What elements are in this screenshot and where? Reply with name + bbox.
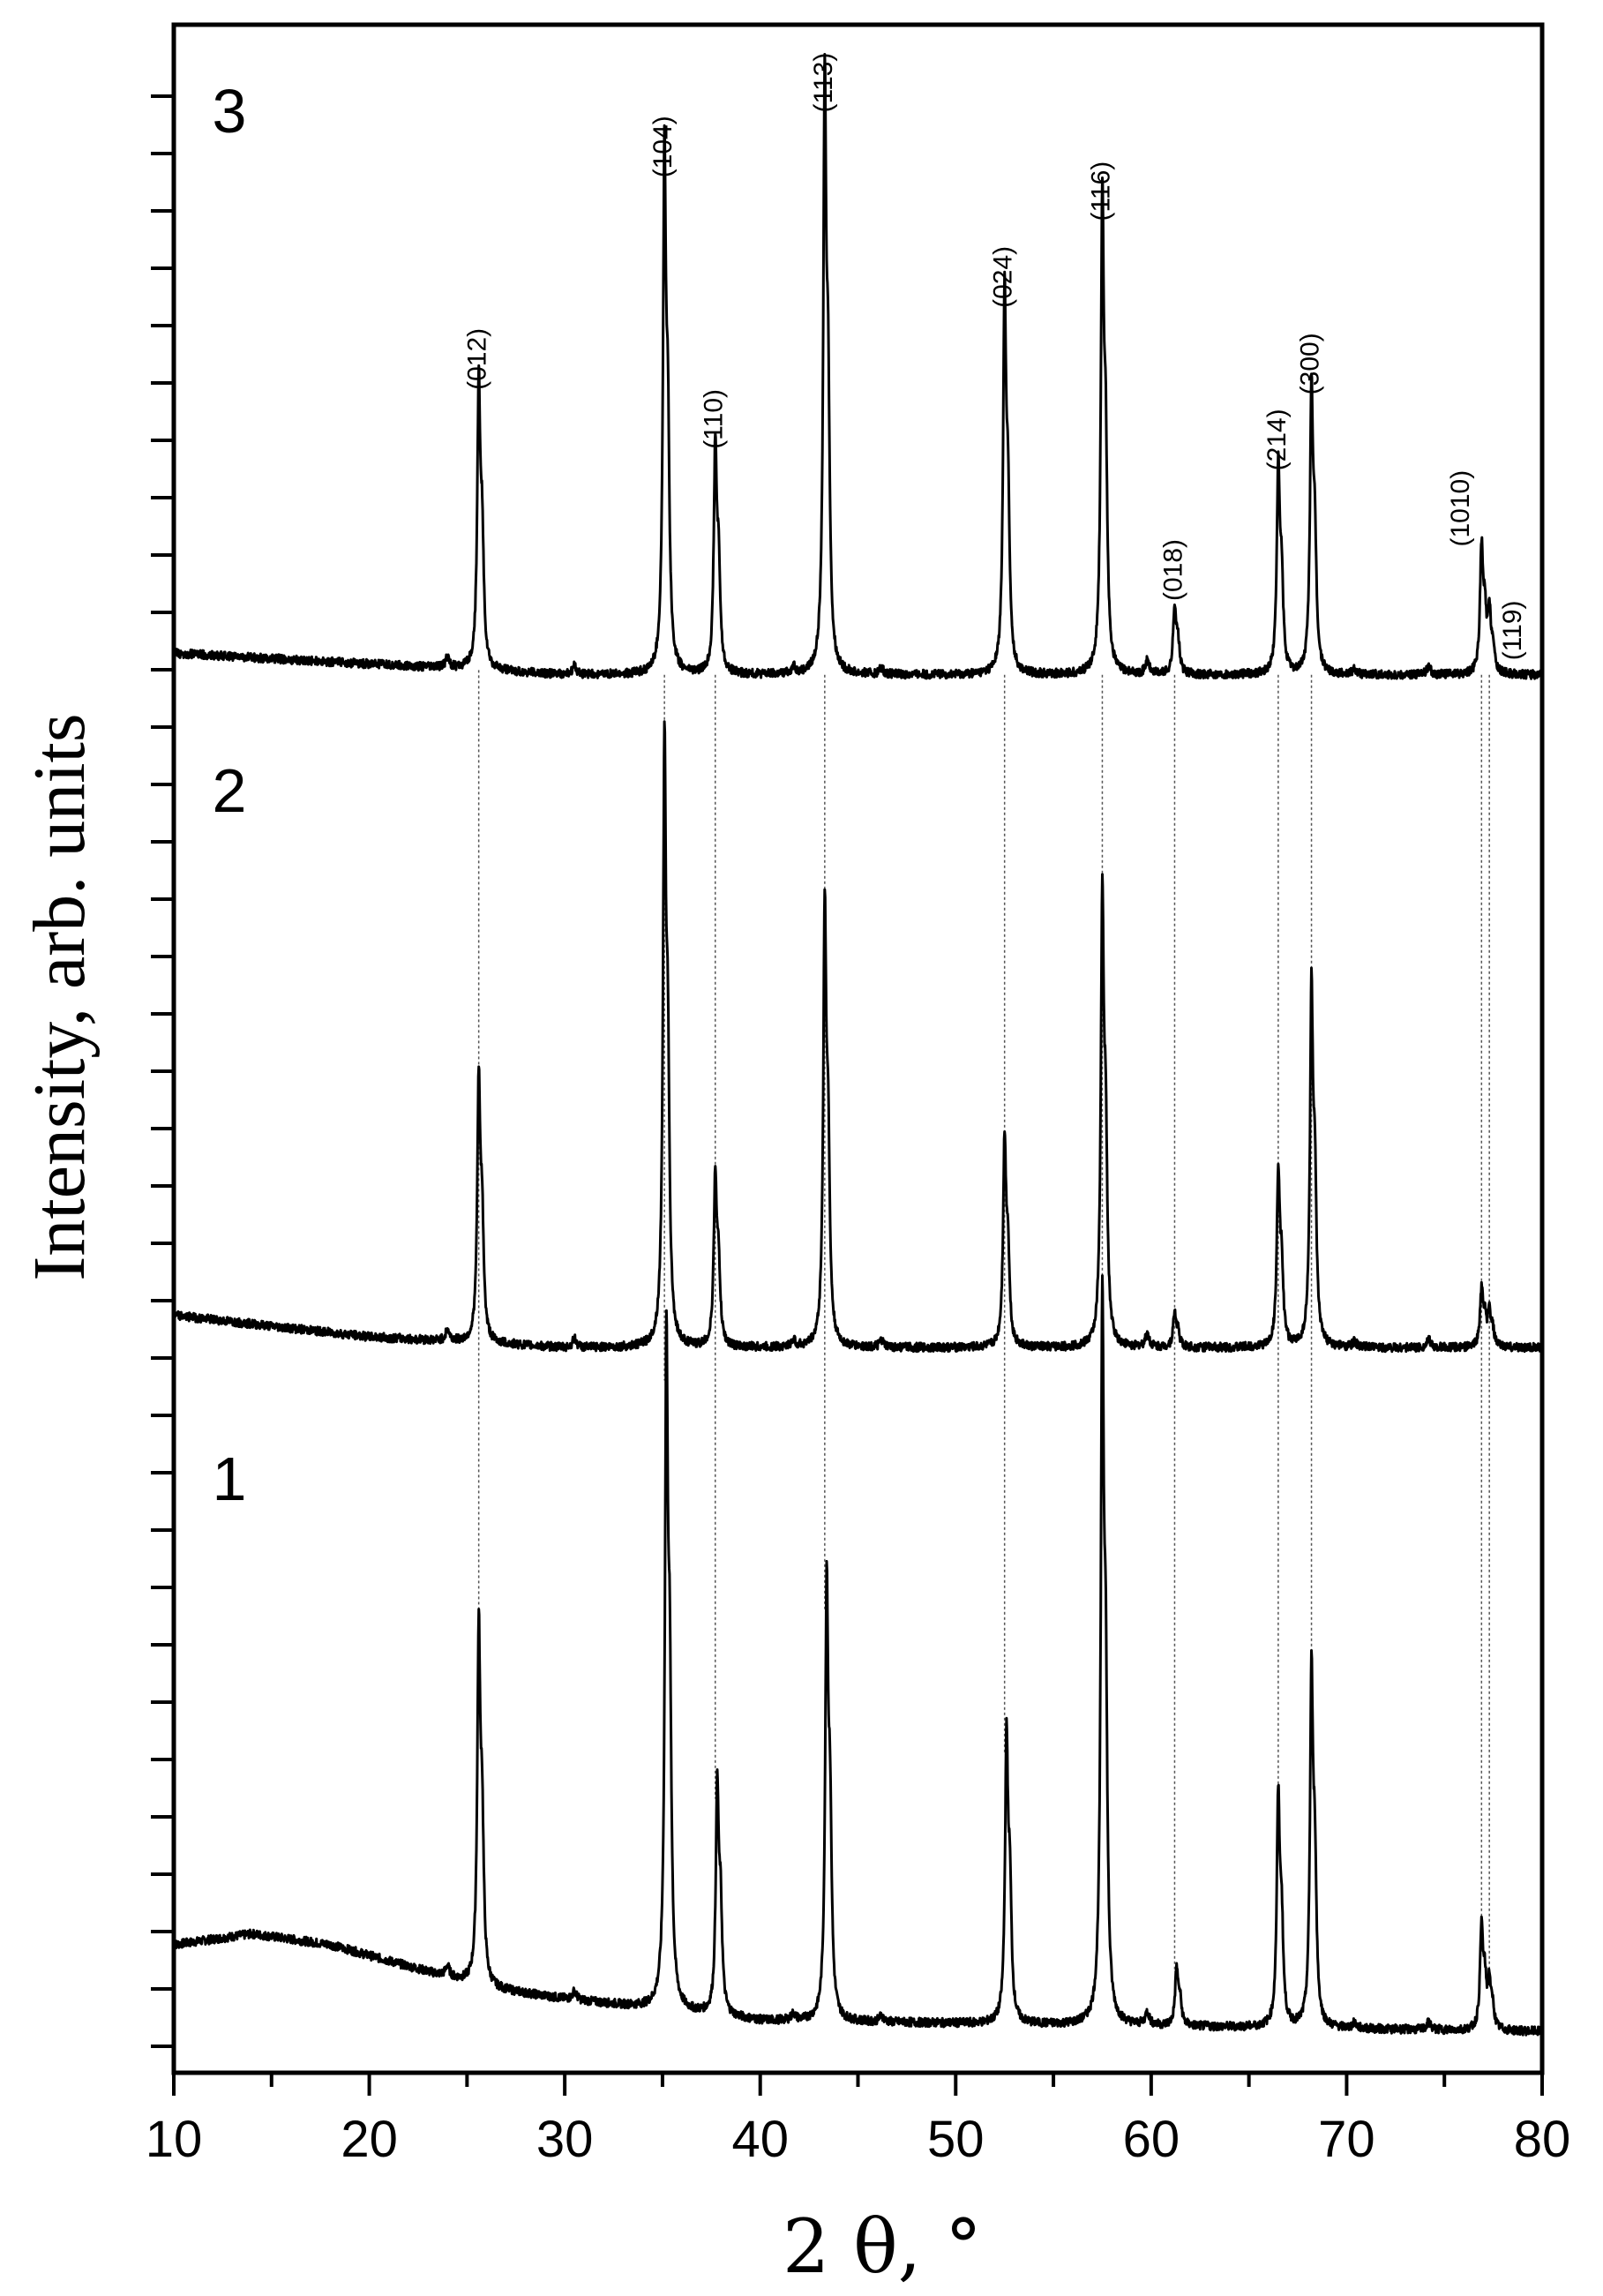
x-tick-labels: 10 20 30 40 50 60 70 80: [146, 2111, 1571, 2168]
x-tick-label: 60: [1123, 2111, 1180, 2168]
x-tick-label: 40: [731, 2111, 789, 2168]
hkl-label: (018): [1158, 539, 1187, 601]
axis-ticks: [151, 94, 1544, 2096]
hkl-label: (024): [989, 246, 1018, 308]
curve-label-3: 3: [213, 77, 247, 146]
curve-1: [172, 1274, 1544, 2037]
hkl-label: (113): [809, 53, 838, 113]
x-tick-label: 50: [927, 2111, 985, 2168]
hkl-label: (300): [1295, 333, 1324, 394]
curve-label-1: 1: [213, 1444, 247, 1513]
peak-guide-lines: [477, 670, 1490, 1988]
hkl-label: (214): [1262, 409, 1292, 470]
x-tick-label: 10: [146, 2111, 203, 2168]
x-tick-label: 20: [341, 2111, 398, 2168]
hkl-annotations: (012) (104) (110) (113) (024) (116) (018) (214)…: [463, 53, 1528, 661]
hkl-label: (1010): [1446, 470, 1475, 547]
hkl-label: (104): [648, 116, 678, 177]
curve-2: [172, 720, 1544, 1354]
curve-3: [172, 53, 1544, 680]
hkl-label: (012): [463, 328, 492, 390]
x-tick-label: 30: [536, 2111, 594, 2168]
hkl-label: (110): [700, 389, 729, 449]
curve-number-labels: 1 2 3: [213, 77, 247, 1513]
hkl-label: (119): [1498, 600, 1527, 660]
x-axis-title: 2 θ, °: [783, 2203, 982, 2290]
y-axis-title: Intensity, arb. units: [19, 713, 101, 1280]
plot-frame: [171, 22, 1545, 2075]
curve-label-2: 2: [213, 756, 247, 825]
x-tick-label: 70: [1318, 2111, 1375, 2168]
hkl-label: (116): [1086, 161, 1115, 221]
diffraction-curves: [172, 53, 1544, 2037]
x-tick-label: 80: [1514, 2111, 1571, 2168]
